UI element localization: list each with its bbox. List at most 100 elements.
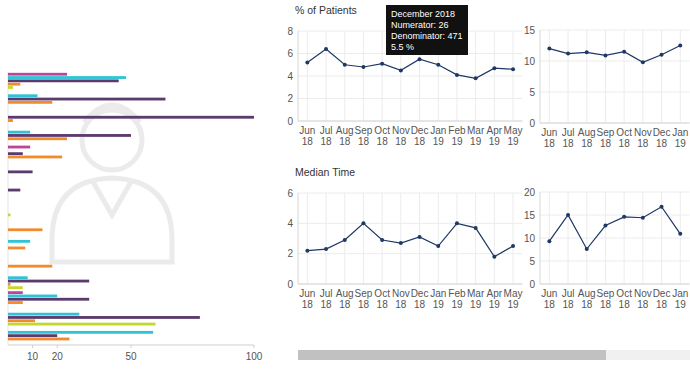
category-label: Dec18 [653, 127, 671, 149]
tick-label: 0 [287, 116, 293, 127]
category-label-line: Sep [597, 288, 615, 299]
grid-line-x [513, 193, 514, 284]
category-label-line: 18 [656, 138, 668, 149]
grid-line [298, 76, 522, 77]
category-label-line: 19 [489, 136, 501, 147]
category-label: Apr19 [487, 288, 503, 310]
bar [8, 247, 25, 250]
bar [8, 283, 10, 286]
category-label-line: 18 [395, 136, 407, 147]
category-label-line: 18 [581, 299, 593, 310]
bar [8, 265, 52, 268]
marker [547, 239, 551, 243]
category-label-line: 18 [544, 138, 556, 149]
bar [8, 83, 20, 86]
category-label: Nov18 [634, 127, 652, 149]
marker [361, 65, 365, 69]
category-label: May19 [504, 288, 523, 310]
marker [343, 63, 347, 67]
grid-line [540, 261, 690, 262]
category-label-line: 19 [451, 299, 463, 310]
tick-label: 20 [52, 351, 64, 362]
tick-label: 10 [524, 233, 536, 244]
grid-line-x [605, 30, 606, 123]
bar [8, 137, 67, 140]
watermark-head [82, 110, 142, 170]
tooltip-text: December 2018 [391, 9, 455, 19]
bar [8, 131, 30, 134]
category-label-line: May [504, 125, 523, 136]
marker [585, 50, 589, 54]
category-label-line: May [504, 288, 523, 299]
category-label-line: 19 [489, 299, 501, 310]
grid-line-x [363, 193, 364, 284]
category-label-line: 18 [562, 138, 574, 149]
tick-label: 20 [524, 187, 536, 198]
grid-line-x [307, 193, 308, 284]
category-label-line: Oct [374, 288, 390, 299]
marker [455, 73, 459, 77]
category-label-line: 19 [470, 136, 482, 147]
line [549, 207, 680, 249]
marker [547, 47, 551, 51]
category-label-line: Jul [562, 127, 575, 138]
grid-line-x [624, 30, 625, 123]
bar [8, 134, 131, 137]
tick-label: 4 [287, 218, 293, 229]
category-label-line: 18 [377, 299, 389, 310]
category-label: Jun18 [541, 127, 557, 149]
tick-label: 15 [524, 25, 536, 36]
bar [8, 170, 33, 173]
tick-label: 0 [529, 118, 535, 129]
grid-line-x [549, 30, 550, 123]
tick-label: 50 [125, 351, 137, 362]
watermark-collar [92, 180, 132, 215]
bar [8, 286, 23, 289]
category-label-line: Dec [411, 288, 429, 299]
bar [8, 213, 10, 216]
y-axis [540, 30, 541, 123]
category-label: Jun18 [299, 125, 315, 147]
bar [8, 319, 35, 322]
category-label-line: Jul [562, 288, 575, 299]
tick-label: 5 [529, 87, 535, 98]
grid-line-x [400, 193, 401, 284]
bar [8, 334, 57, 337]
marker [492, 66, 496, 70]
y-axis [540, 192, 541, 284]
category-label-line: Aug [578, 127, 596, 138]
tick-label: 5 [529, 256, 535, 267]
marker [418, 57, 422, 61]
category-label: Aug18 [578, 127, 596, 149]
category-label-line: 18 [320, 299, 332, 310]
category-label: Dec18 [411, 125, 429, 147]
dashboard: 10205010002468Jun18Jul18Aug18Sep18Oct18N… [0, 0, 690, 378]
category-label-line: 18 [562, 299, 574, 310]
marker [641, 60, 645, 64]
x-axis [540, 284, 690, 285]
category-label-line: Dec [653, 127, 671, 138]
category-label: Feb19 [448, 288, 466, 310]
category-label-line: Dec [653, 288, 671, 299]
category-label: Dec18 [653, 288, 671, 310]
plot-area [8, 73, 254, 341]
grid-line-x [475, 193, 476, 284]
category-label-line: 18 [544, 299, 556, 310]
marker [474, 226, 478, 230]
tick-label: 6 [287, 188, 293, 199]
category-label: Jul18 [562, 127, 575, 149]
category-label-line: 18 [600, 299, 612, 310]
marker [380, 62, 384, 66]
category-label-line: Sep [597, 127, 615, 138]
category-label-line: 18 [339, 136, 351, 147]
category-label: Dec18 [411, 288, 429, 310]
category-label: Apr19 [487, 125, 503, 147]
grid-line-x [326, 193, 327, 284]
category-label: Jul18 [320, 288, 333, 310]
tooltip-box [386, 5, 468, 55]
chart-title: Median Time [295, 166, 355, 178]
scrollbar-thumb[interactable] [298, 350, 606, 360]
category-label: Oct18 [616, 127, 632, 149]
grid-line [298, 284, 522, 285]
tick-label: 10 [524, 56, 536, 67]
